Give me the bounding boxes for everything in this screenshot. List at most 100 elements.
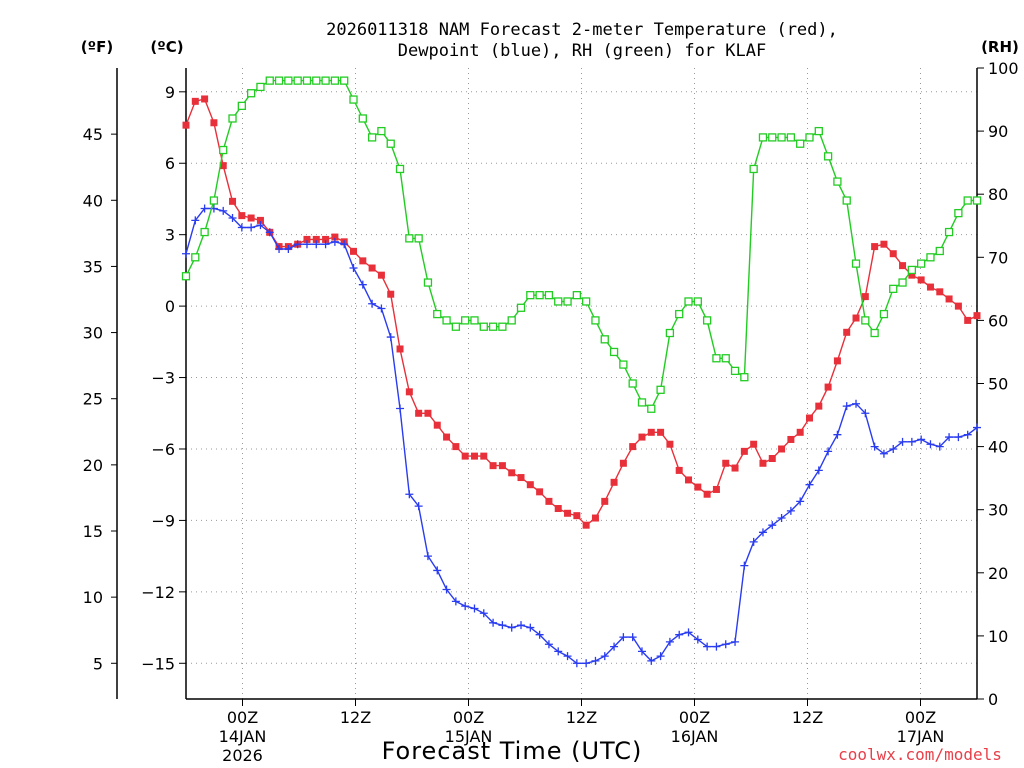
temperature-point <box>238 212 246 220</box>
celsius-tick-label: 3 <box>165 226 175 245</box>
temperature-point <box>675 466 683 474</box>
temperature-point <box>443 433 451 441</box>
rh-point <box>926 253 935 262</box>
celsius-tick-label: 9 <box>165 83 175 102</box>
x-tick-label: 12Z <box>340 708 371 727</box>
rh-point <box>414 234 423 243</box>
temperature-point <box>945 295 953 303</box>
rh-point <box>582 297 591 306</box>
temperature-point <box>582 521 590 529</box>
temperature-point <box>536 488 544 496</box>
rh-point <box>777 133 786 142</box>
fahrenheit-tick-label: 35 <box>83 257 103 276</box>
dewpoint-point <box>517 621 526 630</box>
dewpoint-point <box>554 647 563 656</box>
temperature-point <box>210 119 218 127</box>
dewpoint-point <box>945 433 954 442</box>
rh-point <box>768 133 777 142</box>
temperature-point <box>973 312 981 320</box>
rh-point <box>461 316 470 325</box>
temperature-point <box>247 214 255 222</box>
rh-point <box>516 303 526 312</box>
dewpoint-point <box>582 659 591 668</box>
axes <box>116 68 978 700</box>
dewpoint-point <box>498 621 507 630</box>
ticks: 9630−3−6−9−12−15454035302520151050102030… <box>83 59 1019 765</box>
dewpoint-point <box>749 537 758 546</box>
temperature-point <box>750 440 758 448</box>
x-tick-label: 00Z <box>905 708 936 727</box>
rh-point <box>554 297 563 306</box>
dewpoint-point <box>182 249 190 258</box>
fahrenheit-unit-label: (ºF) <box>81 38 113 56</box>
grid <box>186 68 977 699</box>
rh-point <box>191 253 200 262</box>
temperature-point <box>852 314 860 322</box>
temperature-point <box>396 345 404 353</box>
rh-point <box>609 347 619 357</box>
celsius-tick-label: 0 <box>165 297 175 316</box>
temperature-point <box>480 452 488 460</box>
temperature-point <box>861 293 869 301</box>
dewpoint-point <box>442 585 451 594</box>
dewpoint-point <box>349 264 358 273</box>
rh-point <box>851 259 861 268</box>
temperature-point <box>526 481 534 489</box>
temperature-point <box>322 235 330 243</box>
dewpoint-point <box>219 206 228 215</box>
rh-point <box>293 76 302 85</box>
celsius-tick-label: −9 <box>151 511 175 530</box>
dewpoint-point <box>721 640 730 649</box>
rh-point <box>488 322 498 331</box>
dewpoint-point <box>526 623 535 632</box>
rh-point <box>321 76 330 85</box>
temperature-point <box>778 445 786 453</box>
rh-point <box>312 76 321 85</box>
x-tick-label: 00Z <box>679 708 710 727</box>
rh-point <box>758 133 768 142</box>
temperature-point <box>954 302 962 310</box>
rh-point <box>954 208 963 218</box>
rh-point <box>740 373 749 382</box>
dewpoint-point <box>889 444 898 453</box>
rh-point <box>972 196 982 205</box>
dewpoint-point <box>619 633 628 642</box>
temperature-point <box>405 388 413 396</box>
rh-point <box>395 164 405 174</box>
temperature-point <box>368 264 376 272</box>
temperature-point <box>545 497 553 505</box>
temperature-point <box>917 276 925 284</box>
dewpoint-point <box>293 240 302 249</box>
celsius-tick-label: −6 <box>151 440 175 459</box>
x-tick-label: 00Z <box>453 708 484 727</box>
rh-point <box>907 265 917 275</box>
rh-point <box>823 152 833 161</box>
rh-tick-label: 80 <box>988 185 1008 204</box>
rh-point <box>451 322 461 331</box>
temperature-point <box>638 433 646 441</box>
dewpoint-point <box>963 430 972 439</box>
rh-point <box>535 291 544 300</box>
temperature-point <box>377 271 385 279</box>
temperature-point <box>229 197 237 205</box>
temperature-point <box>740 447 748 455</box>
dewpoint-point <box>907 437 916 446</box>
dewpoint-point <box>814 466 823 475</box>
dewpoint-point <box>786 506 795 515</box>
fahrenheit-tick-label: 5 <box>93 654 103 673</box>
fahrenheit-tick-label: 10 <box>83 588 103 607</box>
rh-tick-label: 90 <box>988 122 1008 141</box>
rh-point <box>246 89 256 98</box>
temperature-point <box>833 357 841 365</box>
rh-point <box>721 354 730 363</box>
temperature-point <box>805 414 813 422</box>
temperature-point <box>908 271 916 279</box>
dewpoint-point <box>191 216 200 225</box>
dewpoint-point <box>237 223 246 232</box>
temperature-point <box>387 290 395 298</box>
rh-point <box>944 227 954 237</box>
dewpoint-point <box>377 304 386 313</box>
temperature-point <box>256 216 264 224</box>
rh-point <box>842 196 851 205</box>
temperature-point <box>899 262 907 270</box>
